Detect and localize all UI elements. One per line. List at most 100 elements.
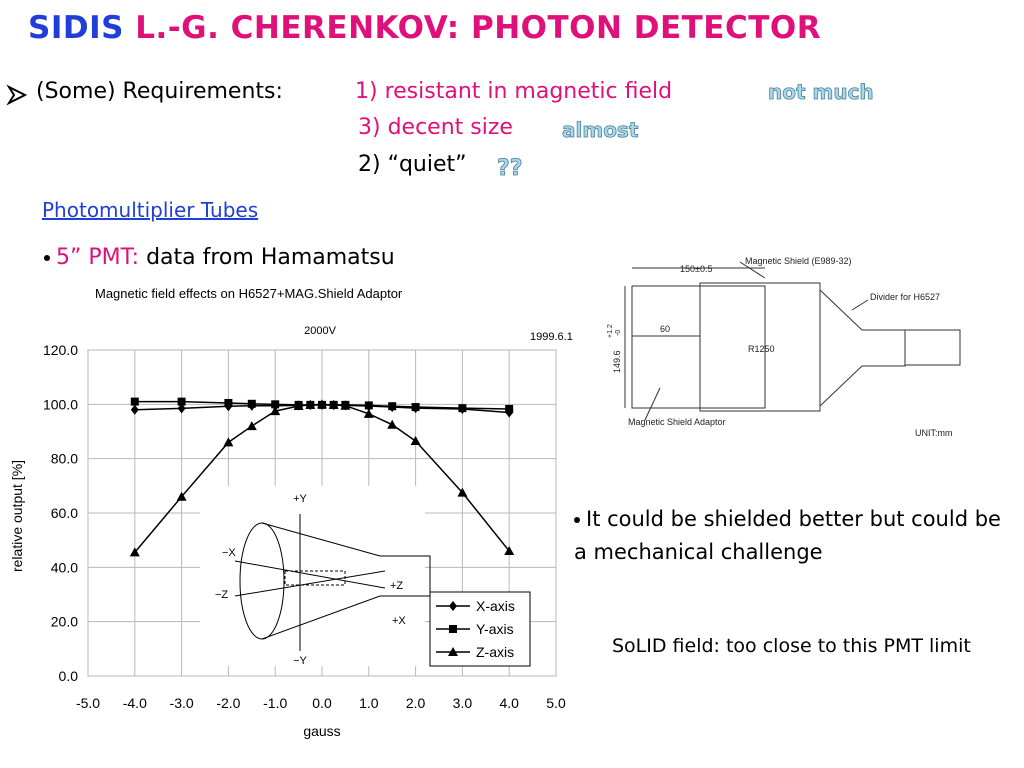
marker [130,404,139,415]
note-text: It could be shielded better but could be… [574,507,1001,564]
legend-marker [448,647,458,656]
inset-axis [234,570,386,597]
requirement-note: ?? [497,156,523,182]
requirements-label: (Some) Requirements: [36,79,283,104]
marker [410,436,421,446]
y-tick-label: 60.0 [51,505,78,521]
drawing-label: UNIT:mm [915,428,953,438]
requirement: 1) resistant in magnetic field [355,79,673,104]
x-tick-label: 5.0 [546,695,566,711]
x-tick-label: 3.0 [453,695,473,711]
x-tick-label: -4.0 [123,695,147,711]
marker [224,398,233,407]
marker [504,546,515,556]
legend-label: Z-axis [476,644,514,660]
drawing-shape [699,282,821,412]
marker [363,408,374,418]
pmt-label: 5” PMT: [56,245,140,270]
x-tick-label: -5.0 [76,695,100,711]
marker [328,399,339,409]
pmt-drawing: Magnetic Shield (E989-32) 150±0.5 Divide… [607,256,961,438]
leader-line [851,299,869,311]
x-tick-label: -1.0 [263,695,287,711]
y-tick-label: 100.0 [43,396,78,412]
drawing-label: -0 [615,330,622,336]
requirement-note: almost [562,118,639,143]
marker [364,401,373,410]
legend-label: Y-axis [476,621,514,637]
marker [457,487,468,497]
y-axis-label: relative output [%] [9,460,25,572]
pmt-text: data from Hamamatsu [146,245,395,270]
marker [247,399,256,408]
pmt-bullet: 5” PMT: data from Hamamatsu [44,245,395,270]
requirement-note: not much [768,80,874,105]
drawing-label: 60 [660,324,670,334]
y-tick-label: 0.0 [59,668,79,684]
x-axis-label: gauss [303,723,340,739]
chart-title: Magnetic field effects on H6527+MAG.Shie… [95,286,403,301]
marker [271,400,280,409]
chart-date: 1999.6.1 [530,331,573,343]
marker [177,403,186,414]
chart-subtitle: 2000V [304,325,336,337]
y-tick-label: 20.0 [51,614,78,630]
slide-title: SIDIS L.-G. CHERENKOV: PHOTON DETECTOR [28,10,821,46]
y-tick-label: 40.0 [51,559,78,575]
section-heading: Photomultiplier Tubes [42,198,259,222]
leader-line [739,261,766,279]
marker [317,399,327,409]
bullet [44,255,50,261]
y-tick-label: 80.0 [51,451,78,467]
inset-label: −X [222,547,236,559]
drawing-label: Magnetic Shield (E989-32) [745,256,852,266]
inset-bg [200,486,425,666]
marker [411,403,420,412]
note: SoLID field: too close to this PMT limit [612,635,971,657]
x-tick-label: 1.0 [359,695,379,711]
marker [340,400,351,410]
x-tick-label: 2.0 [406,695,426,711]
inset-axis [234,560,386,589]
marker [246,421,257,431]
drawing-label: Magnetic Shield Adaptor [628,417,726,427]
marker [505,404,514,413]
x-tick-label: -3.0 [170,695,194,711]
drawing-shape [631,285,766,409]
drawing-label: Divider for H6527 [870,292,940,302]
inset-shape [284,570,346,586]
marker [223,437,234,447]
y-tick-label: 120.0 [43,342,78,358]
legend-label: X-axis [476,598,515,614]
requirement: 2) “quiet” [358,152,467,177]
title-lead: SIDIS [28,10,124,46]
x-tick-label: -2.0 [216,695,240,711]
x-tick-label: 0.0 [312,695,332,711]
inset-label: −Z [215,589,228,601]
legend-marker [449,625,457,633]
marker [293,400,304,410]
drawing-label: +1.2 [607,324,614,338]
drawing-shape [904,329,961,366]
legend-marker [449,601,457,611]
x-tick-label: 4.0 [499,695,519,711]
marker [458,404,467,413]
bullet [574,517,580,523]
inset-label: −Y [293,655,307,667]
marker [129,547,140,557]
drawing-label: R1250 [748,344,775,354]
marker [387,419,398,429]
marker [388,402,397,411]
marker [176,491,187,501]
inset-diagram: +Y −X −Z +Z +X −Y [200,486,431,667]
inset-label: +X [392,615,406,627]
legend: X-axis Y-axis Z-axis [429,591,531,667]
inset-label: +Z [390,580,403,592]
note: It could be shielded better but could be… [574,503,1019,569]
marker [270,406,281,416]
inset-shape [261,522,431,640]
drawing-label: 149.6 [612,350,622,373]
leader-line [644,387,661,421]
inset-label: +Y [293,493,307,505]
